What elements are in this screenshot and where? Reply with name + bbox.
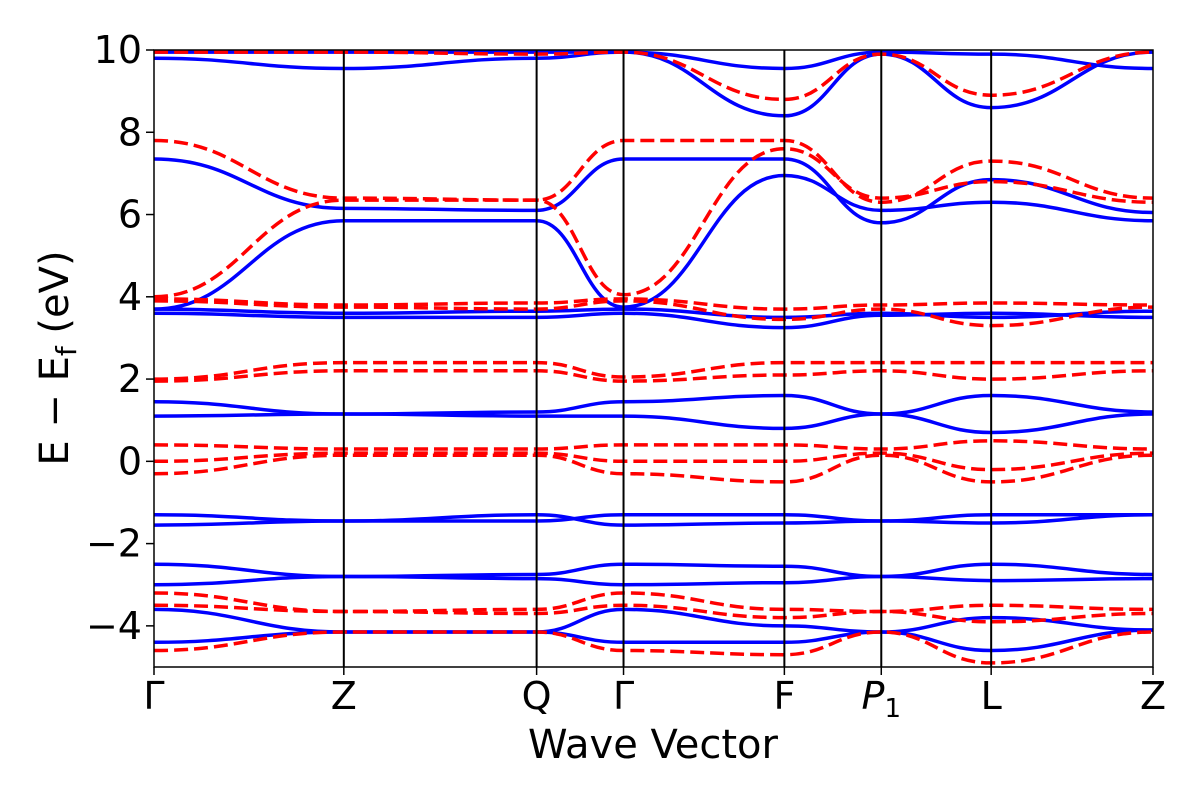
y-axis-title: E − Ef (eV)	[32, 250, 83, 465]
plot-frame	[153, 49, 1154, 668]
y-tick-label-6: −2	[86, 522, 142, 566]
x-axis-ticks: Γ Z Q Γ F P1 L Z	[143, 667, 1166, 724]
y-tick-label-7: −4	[86, 604, 142, 648]
y-tick-label-2: 6	[118, 193, 142, 237]
y-axis-ticks: 10 8 6 4 2 0 −2 −4	[86, 28, 154, 648]
x-tick-label-0: Γ	[143, 674, 164, 718]
dashed-band-14	[154, 146, 1153, 299]
x-tick-label-main-7: Z	[1140, 674, 1166, 718]
x-tick-label-3: Γ	[613, 674, 634, 718]
x-tick-label-1: Z	[331, 674, 357, 718]
y-axis-title-unit: (eV)	[32, 250, 78, 346]
x-tick-label-4: F	[773, 674, 795, 718]
dashed-band-16	[154, 50, 1153, 102]
x-tick-label-main-4: F	[773, 674, 795, 718]
x-tick-label-6: L	[981, 674, 1002, 718]
y-tick-label-4: 2	[118, 357, 142, 401]
x-tick-label-2: Q	[522, 674, 552, 718]
x-tick-label-sub-5: 1	[884, 694, 901, 724]
x-tick-label-7: Z	[1140, 674, 1166, 718]
y-tick-label-3: 4	[118, 275, 142, 319]
y-tick-label-1: 8	[118, 110, 142, 154]
x-tick-label-main-2: Q	[522, 674, 552, 718]
x-axis-title: Wave Vector	[528, 722, 779, 768]
y-tick-label-5: 0	[118, 439, 142, 483]
x-tick-label-5: P1	[862, 674, 901, 724]
x-tick-label-main-1: Z	[331, 674, 357, 718]
high-symmetry-lines	[342, 50, 993, 667]
x-tick-label-main-5: P	[862, 674, 885, 718]
x-tick-label-main-0: Γ	[143, 674, 164, 718]
y-axis-title-subscript: f	[50, 345, 83, 356]
x-tick-label-main-3: Γ	[613, 674, 634, 718]
x-tick-label-main-6: L	[981, 674, 1002, 718]
y-axis-title-main: E − E	[32, 356, 78, 466]
y-tick-label-0: 10	[94, 28, 142, 72]
